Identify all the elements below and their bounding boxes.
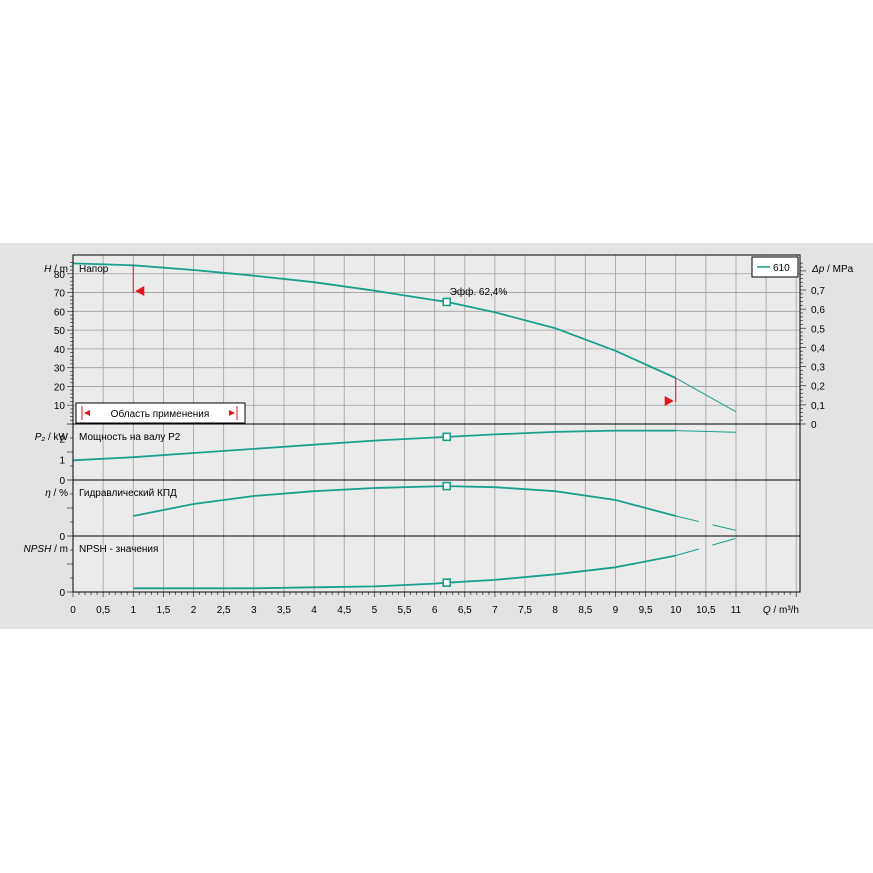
- y-tick-label: 50: [54, 326, 66, 337]
- x-tick-label: 4: [311, 605, 317, 616]
- x-tick-label: 8,5: [578, 605, 592, 616]
- y-tick-label: 1: [59, 455, 65, 466]
- y-tick-label: 2: [59, 435, 65, 446]
- x-tick-label: 3: [251, 605, 257, 616]
- duty-point-marker: [442, 481, 451, 491]
- application-range-arrow-left: [84, 410, 90, 416]
- right-y-tick-label: 0,3: [811, 363, 825, 374]
- y-tick-label: 40: [54, 345, 66, 356]
- x-tick-label: 10: [670, 605, 682, 616]
- x-tick-label: 0: [70, 605, 76, 616]
- y-tick-label: 10: [54, 401, 66, 412]
- series-line-extension: [675, 537, 737, 557]
- series-line-610: [133, 485, 676, 517]
- series-line-extension: [675, 515, 737, 531]
- y-tick-label: 0: [59, 532, 65, 543]
- x-tick-label: 1,5: [156, 605, 170, 616]
- series-line-610: [133, 554, 676, 590]
- x-tick-label: 7,5: [518, 605, 532, 616]
- y-tick-label: 60: [54, 307, 66, 318]
- x-tick-label: 2,5: [217, 605, 231, 616]
- right-y-tick-label: 0,2: [811, 382, 825, 393]
- right-y-tick-label: 0,1: [811, 401, 825, 412]
- y-axis-label: H / m: [44, 264, 68, 275]
- x-tick-label: 5,5: [398, 605, 412, 616]
- y-axis-label: η / %: [45, 488, 68, 499]
- x-tick-label: 3,5: [277, 605, 291, 616]
- application-range-box: [75, 402, 246, 424]
- application-range-arrow-right: [229, 410, 235, 416]
- right-y-axis-label: Δp / MPa: [811, 264, 854, 275]
- legend-box: [751, 256, 799, 278]
- x-tick-label: 0,5: [96, 605, 110, 616]
- duty-point-marker: [442, 297, 451, 307]
- series-line-610: [72, 262, 677, 379]
- y-tick-label: 0: [59, 476, 65, 487]
- panel-title: Мощность на валу P2: [79, 432, 181, 443]
- x-tick-label: 8: [552, 605, 558, 616]
- panel-title: NPSH - значения: [79, 544, 158, 555]
- y-tick-label: 20: [54, 382, 66, 393]
- y-tick-label: 80: [54, 270, 66, 281]
- y-tick-label: 0: [59, 588, 65, 599]
- application-range-start-arrow: [135, 286, 145, 296]
- right-y-tick-label: 0: [811, 420, 817, 431]
- series-line-extension: [675, 377, 737, 413]
- right-y-tick-label: 0,6: [811, 305, 825, 316]
- x-tick-label: 6,5: [458, 605, 472, 616]
- x-tick-label: 10,5: [696, 605, 716, 616]
- x-tick-label: 7: [492, 605, 498, 616]
- x-tick-label: 4,5: [337, 605, 351, 616]
- x-tick-label: 1: [130, 605, 136, 616]
- right-y-tick-label: 0,5: [811, 324, 825, 335]
- right-y-tick-label: 0,4: [811, 343, 825, 354]
- x-tick-label: 2: [191, 605, 197, 616]
- y-axis-label: P₂ / kW: [35, 432, 69, 443]
- efficiency-annotation: Эфф. 62,4%: [450, 286, 508, 298]
- x-tick-label: 5: [372, 605, 378, 616]
- legend-label: 610: [773, 263, 790, 274]
- plot-frame: [72, 254, 801, 593]
- x-axis-label: Q / m³/h: [763, 605, 799, 616]
- y-tick-label: 30: [54, 364, 66, 375]
- right-y-tick-label: 0,7: [811, 286, 825, 297]
- y-axis-label: NPSH / m: [24, 544, 68, 555]
- x-tick-label: 6: [432, 605, 438, 616]
- y-tick-label: 70: [54, 289, 66, 300]
- panel-title: Гидравлический КПД: [79, 488, 177, 499]
- application-range-label: Область применения: [111, 408, 210, 420]
- duty-point-marker: [442, 578, 451, 587]
- x-tick-label: 9: [613, 605, 619, 616]
- x-tick-label: 11: [731, 605, 742, 616]
- x-tick-label: 9,5: [639, 605, 653, 616]
- series-line-610: [72, 429, 676, 462]
- duty-point-marker: [442, 432, 451, 442]
- series-line-extension: [675, 430, 737, 433]
- panel-title: Напор: [79, 264, 109, 275]
- application-range-end-arrow: [664, 396, 674, 406]
